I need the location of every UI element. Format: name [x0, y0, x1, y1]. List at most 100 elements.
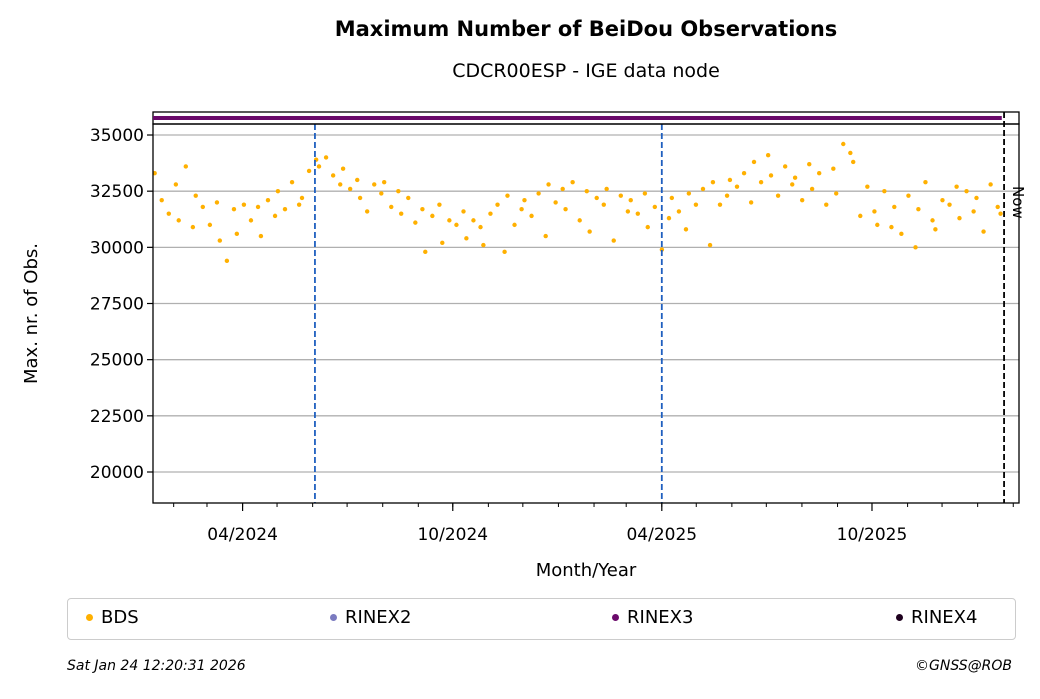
x-tick-label: 04/2025	[626, 525, 697, 545]
data-point-bds	[546, 182, 551, 187]
data-point-bds	[454, 222, 459, 228]
data-point-bds	[495, 202, 500, 207]
data-point-bds	[693, 202, 699, 207]
legend-label: RINEX3	[627, 607, 694, 628]
data-point-bds	[940, 197, 945, 203]
data-point-bds	[389, 204, 394, 210]
data-point-bds	[841, 141, 846, 147]
data-point-bds	[166, 211, 171, 216]
data-point-bds	[396, 188, 401, 194]
x-tick-label: 10/2024	[417, 525, 488, 545]
data-point-bds	[865, 184, 870, 189]
data-point-bds	[964, 188, 969, 194]
data-point-bds	[478, 224, 483, 230]
data-point-bds	[974, 195, 979, 201]
data-point-bds	[601, 202, 606, 207]
data-point-bds	[543, 233, 548, 239]
data-point-bds	[430, 213, 435, 219]
data-point-bds	[255, 204, 261, 210]
y-tick-label: 27500	[90, 295, 144, 315]
data-point-bds	[224, 258, 230, 264]
data-point-bds	[296, 202, 302, 207]
data-point-bds	[899, 231, 904, 237]
data-point-bds	[635, 211, 641, 216]
data-point-bds	[751, 159, 757, 165]
legend-item-rinex4: RINEX4	[896, 607, 977, 628]
data-point-bds	[536, 191, 541, 196]
data-point-bds	[570, 179, 575, 185]
legend: BDS RINEX2 RINEX3 RINEX4	[67, 598, 1016, 640]
now-label: Now	[1009, 186, 1027, 219]
data-point-bds	[790, 182, 795, 187]
data-point-bds	[741, 171, 747, 176]
data-point-bds	[676, 209, 682, 214]
data-point-bds	[799, 197, 805, 203]
data-point-bds	[700, 186, 706, 192]
data-point-bds	[587, 229, 592, 234]
data-point-bds	[930, 218, 935, 223]
legend-marker	[330, 614, 337, 621]
legend-label: RINEX4	[911, 607, 978, 628]
x-tick-label: 10/2025	[837, 525, 908, 545]
data-point-bds	[604, 186, 609, 192]
data-point-bds	[217, 238, 223, 243]
data-point-bds	[512, 222, 517, 228]
legend-label: BDS	[101, 607, 139, 628]
data-point-bds	[875, 222, 880, 228]
data-point-bds	[231, 206, 237, 212]
data-point-bds	[809, 186, 815, 192]
data-point-bds	[889, 224, 894, 230]
data-point-bds	[323, 155, 329, 160]
y-tick-label: 32500	[90, 182, 144, 202]
data-point-bds	[913, 245, 918, 250]
data-point-bds	[241, 202, 247, 207]
data-point-bds	[954, 184, 959, 189]
data-point-bds	[553, 200, 558, 205]
data-point-bds	[275, 188, 281, 194]
data-point-bds	[734, 184, 740, 189]
data-point-bds	[381, 179, 387, 185]
data-point-bds	[872, 209, 877, 214]
data-point-bds	[831, 166, 836, 171]
data-point-bds	[981, 229, 986, 234]
data-point-bds	[282, 206, 288, 212]
data-point-bds	[423, 249, 428, 255]
data-point-bds	[420, 206, 425, 212]
legend-marker	[86, 614, 93, 621]
data-point-bds	[724, 193, 730, 198]
data-point-bds	[340, 166, 346, 171]
data-point-bds	[727, 177, 733, 183]
data-point-bds	[848, 150, 853, 156]
y-axis-label: Max. nr. of Obs.	[21, 243, 42, 384]
data-point-bds	[529, 213, 534, 219]
data-point-bds	[645, 224, 650, 230]
legend-label: RINEX2	[345, 607, 412, 628]
data-point-bds	[440, 240, 445, 246]
chart-title: Maximum Number of BeiDou Observations	[334, 17, 838, 41]
chart-subtitle: CDCR00ESP - IGE data node	[452, 60, 720, 82]
data-point-bds	[522, 197, 527, 203]
data-point-bds	[464, 236, 469, 241]
data-point-bds	[758, 179, 764, 185]
data-point-bds	[190, 224, 196, 230]
data-point-bds	[488, 211, 493, 216]
data-point-bds	[717, 202, 723, 207]
copyright: ©GNSS@ROB	[915, 658, 1012, 674]
y-tick-label: 22500	[90, 407, 144, 427]
data-point-bds	[563, 206, 568, 212]
data-point-bds	[193, 193, 198, 198]
data-point-bds	[330, 173, 336, 178]
data-point-bds	[447, 218, 452, 223]
data-point-bds	[683, 227, 689, 232]
data-point-bds	[265, 197, 271, 203]
data-point-bds	[748, 200, 754, 205]
legend-item-rinex2: RINEX2	[330, 607, 411, 628]
data-point-bds	[481, 242, 486, 248]
data-point-bds	[923, 179, 928, 185]
data-point-bds	[971, 209, 976, 214]
data-point-bds	[947, 202, 952, 207]
x-axis-label: Month/Year	[536, 560, 637, 581]
data-point-bds	[652, 204, 658, 210]
